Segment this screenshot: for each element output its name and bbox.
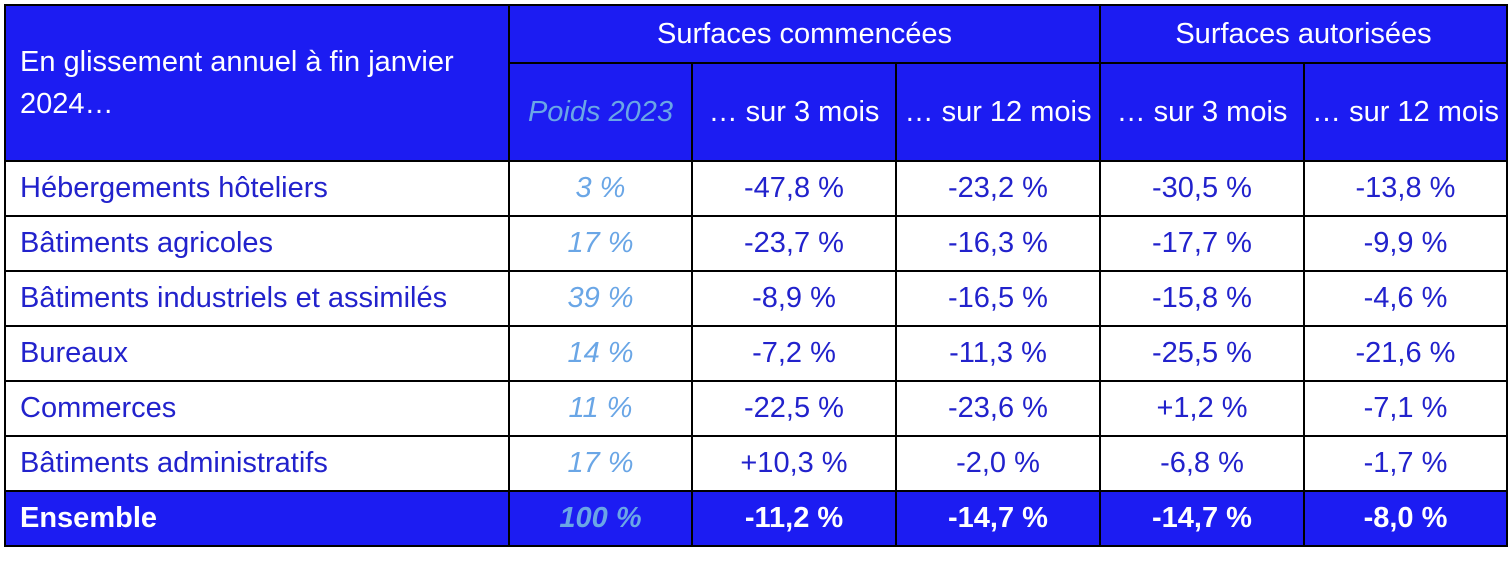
row-name: Bâtiments administratifs	[4, 435, 510, 492]
total-weight: 100 %	[508, 490, 693, 547]
cell-started-3m: -7,2 %	[691, 325, 897, 382]
header-row-2: Poids 2023 … sur 3 mois … sur 12 mois … …	[5, 62, 1508, 162]
cell-authorized-12m: -1,7 %	[1303, 435, 1508, 492]
cell-authorized-12m: -9,9 %	[1303, 215, 1508, 272]
cell-authorized-3m: +1,2 %	[1099, 380, 1305, 437]
row-weight: 14 %	[508, 325, 693, 382]
group-header-started: Surfaces commencées	[508, 4, 1101, 64]
cell-started-3m: -8,9 %	[691, 270, 897, 327]
table-row: Bâtiments agricoles 17 % -23,7 % -16,3 %…	[4, 215, 1508, 272]
cell-started-12m: -23,2 %	[895, 160, 1101, 217]
row-name: Hébergements hôteliers	[4, 160, 510, 217]
cell-authorized-3m: -30,5 %	[1099, 160, 1305, 217]
cell-authorized-3m: -15,8 %	[1099, 270, 1305, 327]
group-header-authorized: Surfaces autorisées	[1099, 4, 1508, 64]
cell-started-12m: -23,6 %	[895, 380, 1101, 437]
cell-authorized-3m: -6,8 %	[1099, 435, 1305, 492]
total-authorized-3m: -14,7 %	[1099, 490, 1305, 547]
header-row-1: En glissement annuel à fin janvier 2024……	[4, 4, 1508, 162]
total-row: Ensemble 100 % -11,2 % -14,7 % -14,7 % -…	[4, 490, 1508, 547]
row-weight: 39 %	[508, 270, 693, 327]
cell-started-3m: -47,8 %	[691, 160, 897, 217]
total-authorized-12m: -8,0 %	[1303, 490, 1508, 547]
col-header-started-12m: … sur 12 mois	[895, 62, 1101, 162]
cell-authorized-12m: -4,6 %	[1303, 270, 1508, 327]
data-table: En glissement annuel à fin janvier 2024……	[4, 4, 1508, 547]
table-row: Commerces 11 % -22,5 % -23,6 % +1,2 % -7…	[4, 380, 1508, 437]
cell-started-3m: -23,7 %	[691, 215, 897, 272]
col-header-started-3m: … sur 3 mois	[691, 62, 897, 162]
table-row: Bâtiments industriels et assimilés 39 % …	[4, 270, 1508, 327]
cell-started-12m: -16,3 %	[895, 215, 1101, 272]
total-name: Ensemble	[4, 490, 510, 547]
total-started-3m: -11,2 %	[691, 490, 897, 547]
row-label-header: En glissement annuel à fin janvier 2024…	[4, 4, 510, 162]
table-container: En glissement annuel à fin janvier 2024……	[4, 4, 1508, 547]
col-header-authorized-12m: … sur 12 mois	[1303, 62, 1508, 162]
cell-started-12m: -2,0 %	[895, 435, 1101, 492]
cell-authorized-12m: -21,6 %	[1303, 325, 1508, 382]
cell-authorized-12m: -7,1 %	[1303, 380, 1508, 437]
row-name: Bureaux	[4, 325, 510, 382]
cell-authorized-3m: -17,7 %	[1099, 215, 1305, 272]
row-weight: 11 %	[508, 380, 693, 437]
row-name: Bâtiments industriels et assimilés	[4, 270, 510, 327]
weight-header: Poids 2023	[508, 62, 693, 162]
row-weight: 17 %	[508, 215, 693, 272]
table-row: Bâtiments administratifs 17 % +10,3 % -2…	[4, 435, 1508, 492]
row-weight: 3 %	[508, 160, 693, 217]
row-name: Bâtiments agricoles	[4, 215, 510, 272]
col-header-authorized-3m: … sur 3 mois	[1099, 62, 1305, 162]
cell-started-12m: -11,3 %	[895, 325, 1101, 382]
cell-started-3m: -22,5 %	[691, 380, 897, 437]
table-row: Bureaux 14 % -7,2 % -11,3 % -25,5 % -21,…	[4, 325, 1508, 382]
row-name: Commerces	[4, 380, 510, 437]
cell-authorized-3m: -25,5 %	[1099, 325, 1305, 382]
cell-authorized-12m: -13,8 %	[1303, 160, 1508, 217]
table-row: Hébergements hôteliers 3 % -47,8 % -23,2…	[4, 160, 1508, 217]
row-weight: 17 %	[508, 435, 693, 492]
total-started-12m: -14,7 %	[895, 490, 1101, 547]
cell-started-3m: +10,3 %	[691, 435, 897, 492]
cell-started-12m: -16,5 %	[895, 270, 1101, 327]
